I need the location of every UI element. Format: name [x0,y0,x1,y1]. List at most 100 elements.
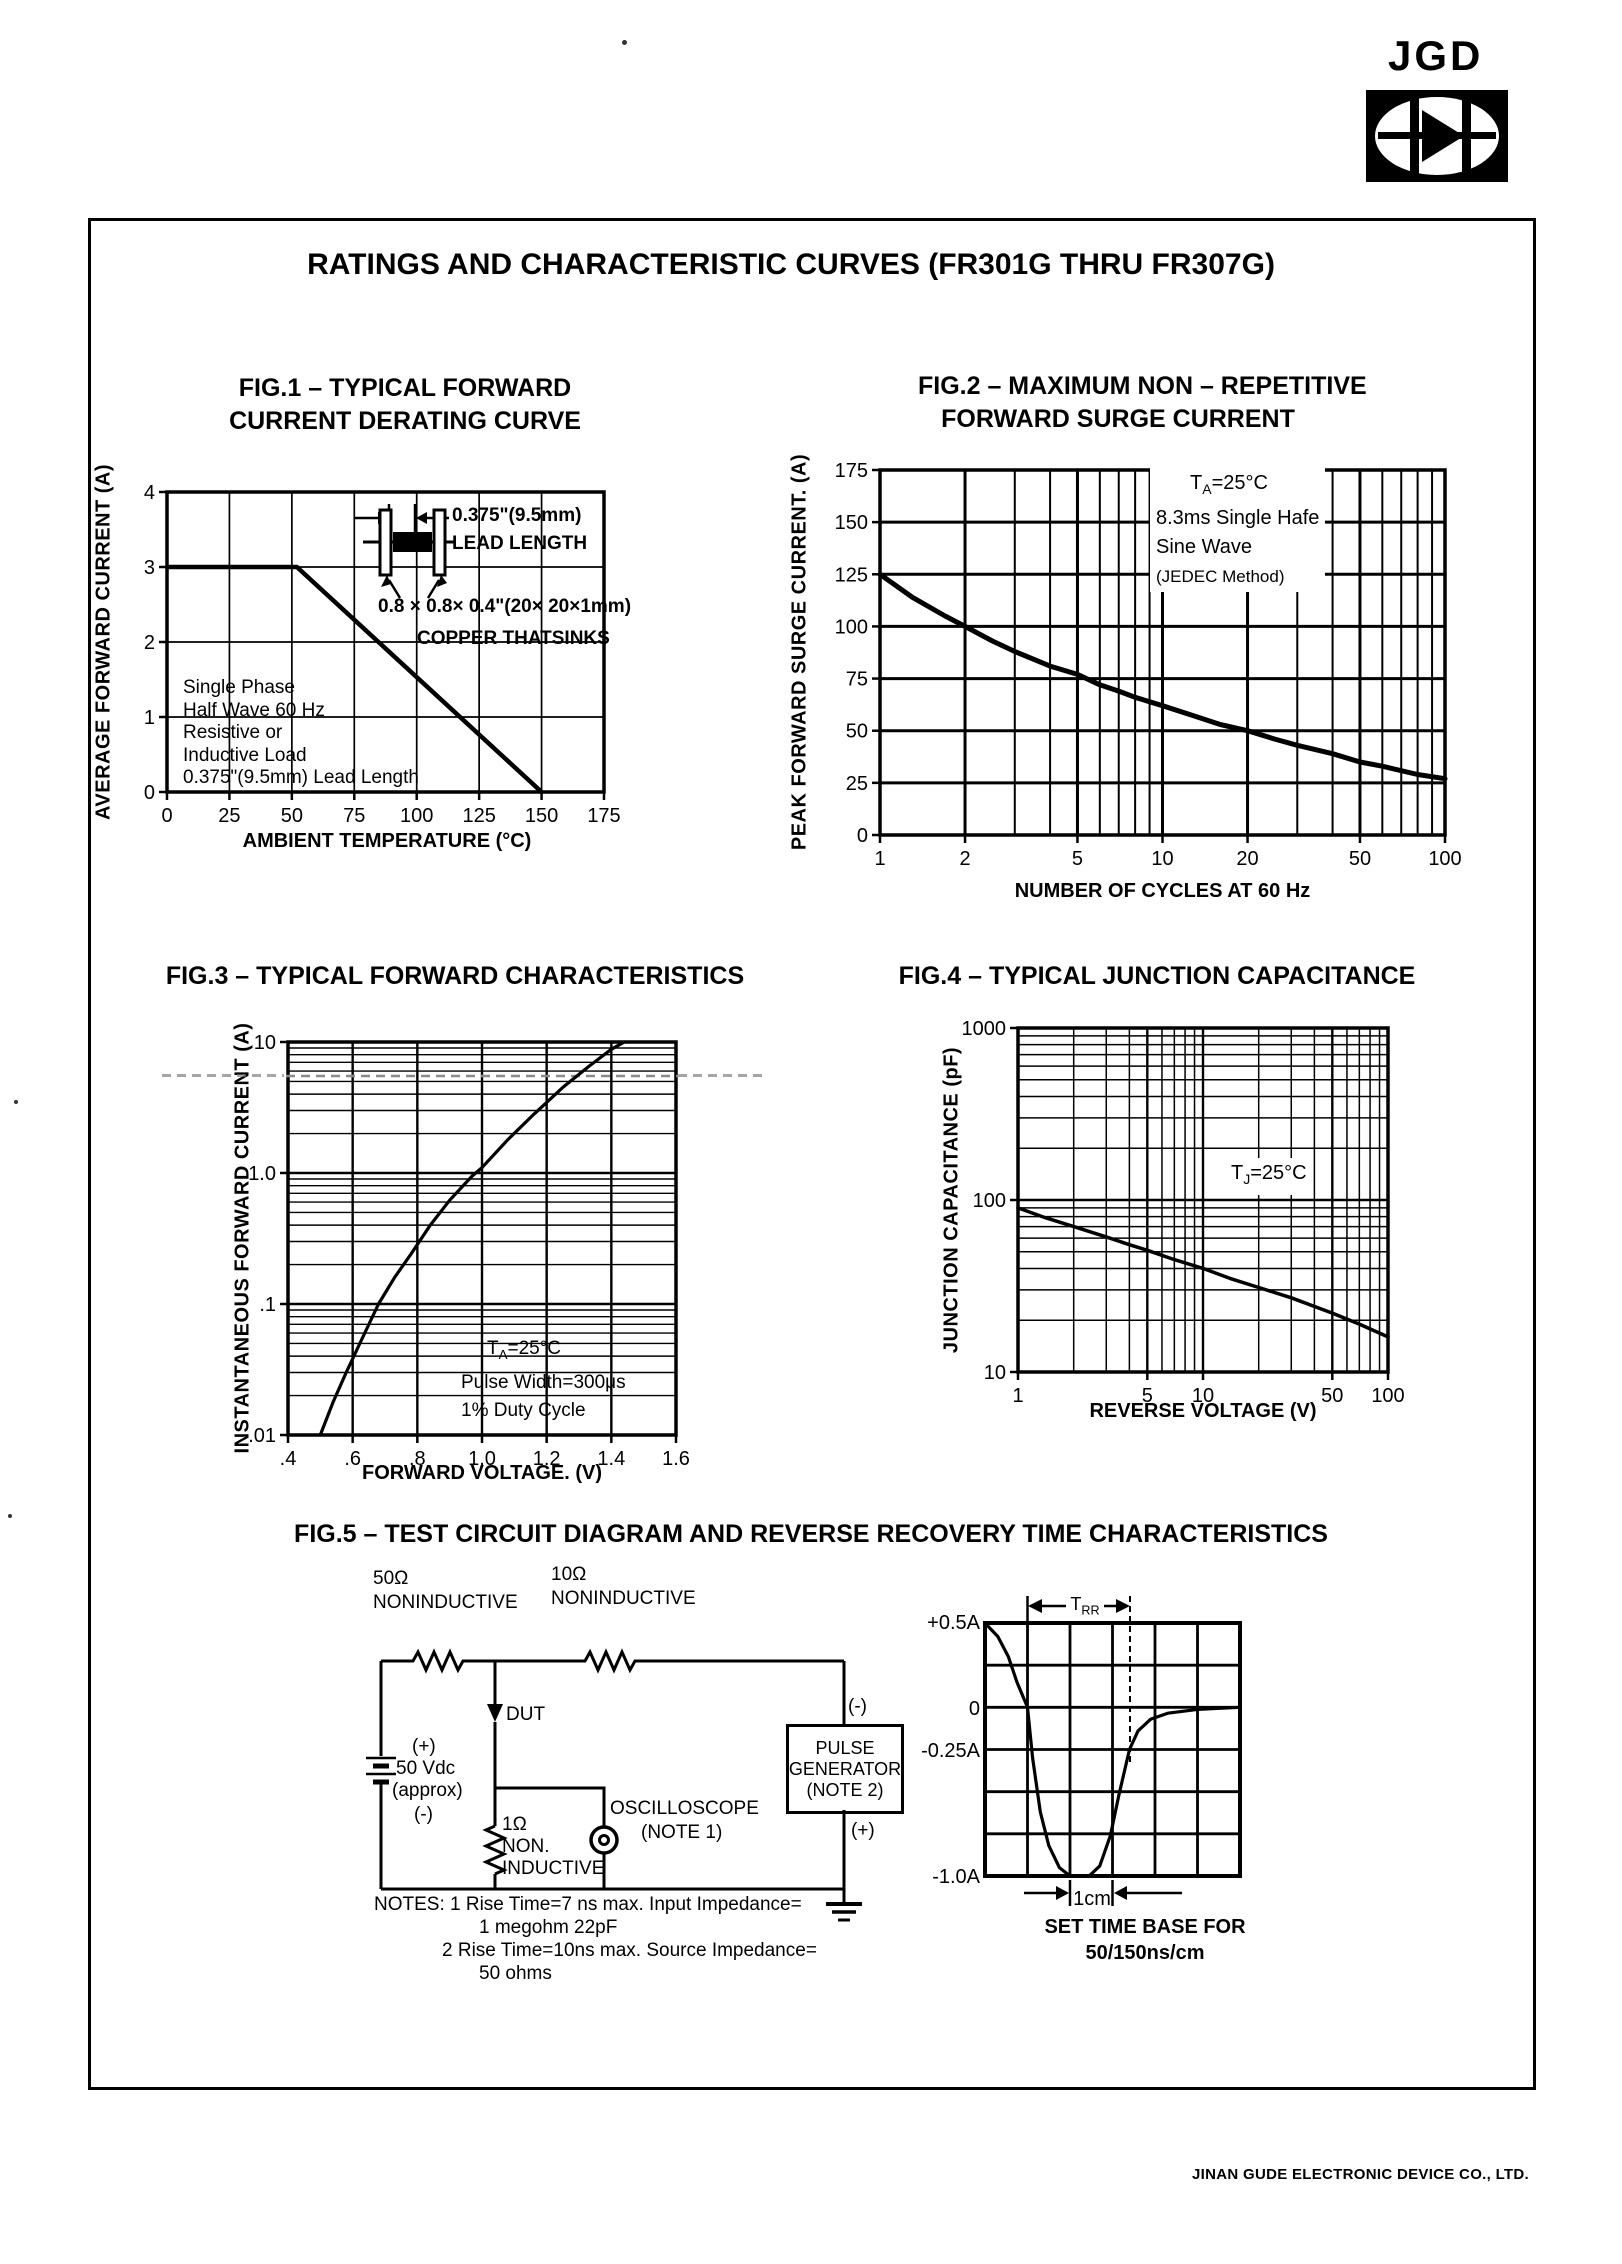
fig4-conditions: TJ=25°C [1225,1158,1313,1195]
pulse-generator-label2: GENERATOR [788,1758,902,1779]
x-tick-label: .4 [280,1448,297,1470]
fig3-condition-line: 1% Duty Cycle [461,1399,586,1421]
fig5-title: FIG.5 – TEST CIRCUIT DIAGRAM AND REVERSE… [294,1520,1328,1548]
fig3-chart: .4 .6 .8 1.0 1.2 1.4 1.6 10 1.0 .1 .01 [248,1032,690,1470]
fig3-title: FIG.3 – TYPICAL FORWARD CHARACTERISTICS [165,962,745,990]
resistor-1-value: 1Ω [502,1814,527,1835]
wave-y-label-top: +0.5A [927,1612,980,1634]
circuit-wires [379,1648,846,1891]
x-tick-label: 5 [1142,1385,1153,1407]
curve-surge-curve [877,571,1448,782]
x-tick-label: 100 [400,805,433,827]
fig2-condition-line: Sine Wave [1156,536,1252,558]
y-tick-label: .1 [259,1294,276,1316]
battery-voltage-label: 50 Vdc [396,1758,456,1779]
x-tick-label: .6 [344,1448,361,1470]
resistor-1-type1: NON. [502,1836,550,1857]
y-tick-label: 10 [254,1032,276,1054]
dut-diode-symbol [487,1704,503,1722]
curve-capacitance-curve [1016,1206,1390,1339]
y-tick-label: 0 [144,782,155,804]
resistor-1ohm-symbol [482,1824,508,1876]
axes-frame: .4 .6 .8 1.0 1.2 1.4 1.6 10 1.0 .1 .01 [248,1032,690,1470]
logo-text: JGD [1388,32,1484,79]
fig1-inset-copper-label: COPPER THATSINKS [417,628,610,649]
gridlines [985,1623,1240,1876]
y-tick-label: 75 [846,669,868,691]
x-tick-label: 20 [1236,848,1258,870]
axes-frame: 1 5 10 50 100 10 100 1000 [962,1018,1405,1407]
x-tick-label: 150 [525,805,558,827]
dut-branch [482,1661,508,1889]
fig4-condition-tj: TJ=25°C [1231,1162,1307,1187]
one-cm-annotation [1024,1880,1182,1906]
fig5-test-circuit-diagram [366,1648,862,1922]
x-tick-label: 5 [1072,848,1083,870]
scan-smudge-left [162,1074,284,1077]
fig2-condition-line: (JEDEC Method) [1156,567,1285,586]
scan-dot [14,1100,18,1104]
y-tick-label: 1 [144,707,155,729]
x-tick-label: 100 [1371,1385,1404,1407]
y-tick-label: 100 [973,1190,1006,1212]
fig1-inset-copper-dim: 0.8 × 0.8× 0.4"(20× 20×1mm) [378,596,632,617]
fig2-conditions: TA=25°C 8.3ms Single Hafe Sine Wave (JED… [1150,468,1326,592]
fig2-y-axis-label: PEAK FORWARD SURGE CURRENT. (A) [788,453,811,851]
diode-icon [1375,94,1499,178]
x-tick-label: 100 [1428,848,1461,870]
curve-recovery-curve [983,1621,1242,1878]
fig1-y-axis-label: AVERAGE FORWARD CURRENT (A) [92,463,115,821]
fig4-chart: 1 5 10 50 100 10 100 1000 [962,1018,1405,1407]
company-footer: JINAN GUDE ELECTRONIC DEVICE CO., LTD. [1192,2166,1529,2183]
x-tick-label: 25 [218,805,240,827]
pulse-gen-minus-label: (-) [848,1696,867,1717]
time-base-label-1: SET TIME BASE FOR [1044,1916,1246,1938]
top-wire-with-resistors [381,1648,844,1674]
trr-annotation [1026,1596,1131,1764]
pulse-generator-label3: (NOTE 2) [806,1779,884,1800]
pulse-generator-box: PULSE GENERATOR (NOTE 2) [786,1724,904,1814]
one-cm-label: 1cm [1073,1888,1111,1910]
fig2-title-line2: FORWARD SURGE CURRENT [941,405,1295,433]
fig4-x-axis-label: REVERSE VOLTAGE (V) [1089,1400,1317,1422]
x-tick-label: .8 [409,1448,426,1470]
time-base-label-2: 50/150ns/cm [1085,1942,1205,1964]
x-tick-label: 175 [587,805,620,827]
x-tick-label: 2 [959,848,970,870]
y-tick-label: 125 [835,564,868,586]
x-tick-label: 50 [281,805,303,827]
fig1-title-line1: FIG.1 – TYPICAL FORWARD [238,374,572,402]
x-tick-label: 125 [462,805,495,827]
y-tick-label: 175 [835,460,868,482]
lead-length-inset [355,504,455,599]
resistor-50-type: NONINDUCTIVE [373,1592,518,1613]
curve-derating-curve [164,564,544,795]
axes-frame: 0 25 50 75 100 125 150 175 0 1 2 3 4 [144,482,621,827]
scan-smudge-right [678,1074,764,1077]
fig1-inset-lead-label: LEAD LENGTH [452,533,588,554]
pulse-generator-label1: PULSE [815,1737,875,1758]
fig1-condition-line: Half Wave 60 Hz [183,699,325,721]
scan-dot [622,40,627,45]
wave-y-label-quarter: -0.25A [921,1740,980,1762]
y-tick-label: 0 [857,825,868,847]
ground-symbol [826,1889,862,1922]
fig2-title-line1: FIG.2 – MAXIMUM NON – REPETITIVE [918,372,1367,400]
content-frame [88,218,1536,2090]
fig1-chart: 0 25 50 75 100 125 150 175 0 1 2 3 4 [144,482,621,827]
oscilloscope-label: OSCILLOSCOPE [610,1798,759,1819]
x-tick-label: 1.4 [597,1448,625,1470]
battery-minus-label: (-) [414,1804,433,1825]
notes-line-4: 50 ohms [479,1963,552,1984]
battery-plus-label: (+) [412,1736,436,1757]
resistor-50-value: 50Ω [373,1568,409,1589]
notes-line-2: 1 megohm 22pF [479,1917,618,1938]
y-tick-label: 2 [144,632,155,654]
gridlines [288,1042,676,1435]
notes-line-1: NOTES: 1 Rise Time=7 ns max. Input Imped… [374,1894,802,1915]
y-tick-label: 100 [835,616,868,638]
x-tick-label: 0 [161,805,172,827]
fig3-x-axis-label: FORWARD VOLTAGE. (V) [362,1462,602,1484]
